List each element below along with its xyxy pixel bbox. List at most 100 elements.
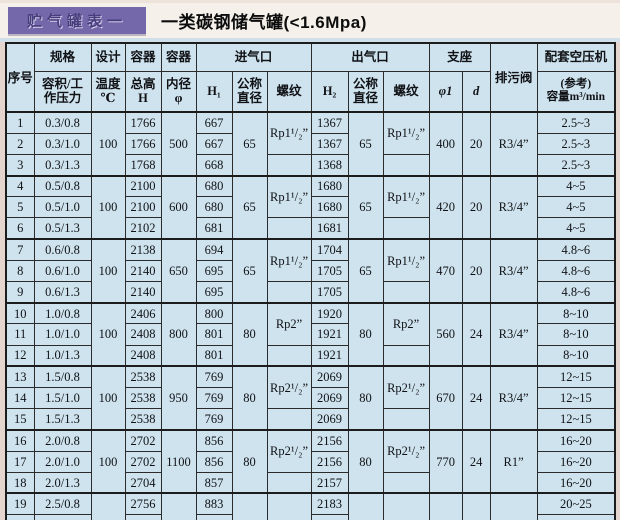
col-dia-group-header: 容器	[160, 42, 197, 72]
cell-h1: 856	[195, 428, 233, 452]
cell-total-height: 2538	[124, 386, 162, 410]
table-row: 12 1.0/1.3 2408 801 1921 8~10	[5, 344, 616, 367]
cell-spec: 1.5/1.3	[33, 408, 92, 431]
col-dia-sub-header: 内径 φ	[160, 70, 197, 113]
cell-serial: 10	[5, 301, 35, 325]
cell-total-height: 2140	[124, 280, 162, 304]
cell-inner-dia: 600	[160, 174, 197, 240]
col-spec-group-header: 规格	[33, 42, 92, 72]
cell-drain-valve: R3/4”	[489, 111, 538, 177]
cell-outlet-thread: Rp2”	[382, 301, 430, 346]
cell-serial: 1	[5, 110, 35, 134]
cell-spec: 0.3/1.0	[33, 132, 92, 155]
cell-serial: 4	[5, 174, 35, 198]
cell-capacity: 12~15	[536, 408, 616, 431]
cell-inner-dia: 800	[160, 301, 197, 367]
cell-drain-valve: R3/4”	[489, 301, 538, 367]
cell-serial: 7	[5, 238, 35, 261]
cell-total-height: 2538	[124, 408, 162, 431]
cell-design-temp: 100	[90, 301, 126, 367]
cell-serial: 9	[5, 280, 35, 304]
cell-serial: 14	[5, 386, 35, 410]
cell-total-height: 2704	[124, 471, 162, 494]
cell-inlet-thread-blank	[266, 280, 312, 304]
cell-capacity: 16~20	[536, 471, 616, 494]
cell-drain-valve: R3/4”	[489, 238, 538, 304]
col-design-group-header: 设计	[90, 42, 126, 72]
col-inlet-dn-header: 公称 直径	[231, 70, 268, 113]
cell-h1: 801	[195, 344, 233, 367]
cell-h2: 2156	[310, 450, 349, 473]
cell-capacity: 8~10	[536, 323, 616, 346]
col-design-sub-header: 温度 ℃	[90, 70, 126, 113]
cell-capacity: 4.8~6	[536, 259, 616, 283]
cell-h1: 800	[195, 301, 233, 325]
col-height-sub-header: 总高 H	[124, 70, 162, 113]
cell-total-height: 2102	[124, 217, 162, 240]
cell-h1: 769	[195, 408, 233, 431]
cell-total-height: 2408	[124, 344, 162, 367]
header-row-2: 容积/工 作压力 温度 ℃ 总高 H 内径 φ H₁ 公称 直径 螺纹 H₂ 公…	[6, 70, 616, 113]
cell-spec: 1.0/0.8	[33, 301, 92, 325]
cell-inner-dia: 650	[160, 238, 197, 304]
cell-serial: 5	[5, 196, 35, 219]
cell-total-height: 1766	[124, 110, 162, 134]
cell-total-height: 2702	[124, 428, 162, 452]
table-row: 17 2.0/1.0 2702 856 2156 16~20	[5, 450, 616, 473]
cell-inner-dia: 500	[160, 111, 197, 177]
cell-total-height: 2538	[124, 365, 162, 388]
cell-total-height	[124, 514, 162, 520]
cell-inner-dia: 1100	[160, 428, 197, 494]
cell-h2: 1368	[310, 153, 349, 177]
cell-h2: 1680	[310, 196, 349, 219]
cell-h2: 1921	[310, 344, 349, 367]
cell-h1: 883	[195, 492, 233, 516]
table-row: 2 0.3/1.0 1766 667 1367 2.5~3	[5, 132, 616, 155]
cell-capacity: 4~5	[536, 196, 616, 219]
cell-outlet-thread: Rp2¹/₂”	[382, 365, 430, 410]
col-outlet-thread-header: 螺纹	[382, 70, 430, 113]
cell-total-height: 2702	[124, 450, 162, 473]
cell-inlet-dn: 80	[231, 301, 268, 367]
cell-outlet-thread: Rp2¹/₂”	[382, 428, 430, 473]
cell-support-d: 20	[461, 111, 491, 177]
cell-spec: 1.0/1.3	[33, 344, 92, 367]
cell-spec: 0.5/0.8	[33, 174, 92, 198]
cell-serial: 2	[5, 132, 35, 155]
cell-h1: 769	[195, 365, 233, 388]
cell-inner-dia: 950	[160, 365, 197, 431]
cell-drain-valve: R3/4”	[489, 174, 538, 240]
cell-outlet-dn: 65	[347, 238, 384, 304]
table-row: 4 0.5/0.8 100 2100 600 680 65 Rp1¹/₂” 1680 65 Rp1¹…	[5, 174, 616, 240]
col-compressor-group-header: 配套空压机	[536, 42, 616, 72]
cell-outlet-thread: Rp1¹/₂”	[382, 110, 430, 155]
cell-inner-dia	[160, 492, 197, 520]
cell-h2: 1705	[310, 280, 349, 304]
table-container: 序号 规格 设计 容器 容器 进气口 出气口 支座 排污阀 配套空压机 容积/工…	[0, 42, 620, 520]
cell-outlet-thread-blank	[382, 344, 430, 367]
cell-total-height: 2756	[124, 492, 162, 516]
table-row: 18 2.0/1.3 2704 857 2157 16~20	[5, 471, 616, 494]
cell-spec: 0.6/1.0	[33, 259, 92, 283]
cell-serial: 11	[5, 323, 35, 346]
cell-support-phi1: 770	[428, 428, 463, 494]
cell-outlet-dn: 80	[347, 365, 384, 431]
cell-outlet-thread-blank	[382, 280, 430, 304]
cell-serial: 17	[5, 450, 35, 473]
cell-spec: 0.6/1.3	[33, 280, 92, 304]
cell-support-phi1: 470	[428, 238, 463, 304]
cell-h2: 1704	[310, 238, 349, 261]
table-row: 9 0.6/1.3 2140 695 1705 4.8~6	[5, 280, 616, 304]
cell-support-d: 24	[461, 428, 491, 494]
cell-capacity: 12~15	[536, 386, 616, 410]
cell-serial: 19	[5, 492, 35, 516]
cell-outlet-dn: 65	[347, 111, 384, 177]
cell-inlet-thread-blank	[266, 217, 312, 240]
col-serial-header: 序号	[5, 42, 35, 113]
cell-h2: 1681	[310, 217, 349, 240]
cell-support-phi1: 560	[428, 301, 463, 367]
col-support-d-header: d	[461, 70, 491, 113]
cell-spec: 0.5/1.3	[33, 217, 92, 240]
cell-inlet-thread: Rp2¹/₂”	[266, 428, 312, 473]
cell-spec: 1.5/1.0	[33, 386, 92, 410]
